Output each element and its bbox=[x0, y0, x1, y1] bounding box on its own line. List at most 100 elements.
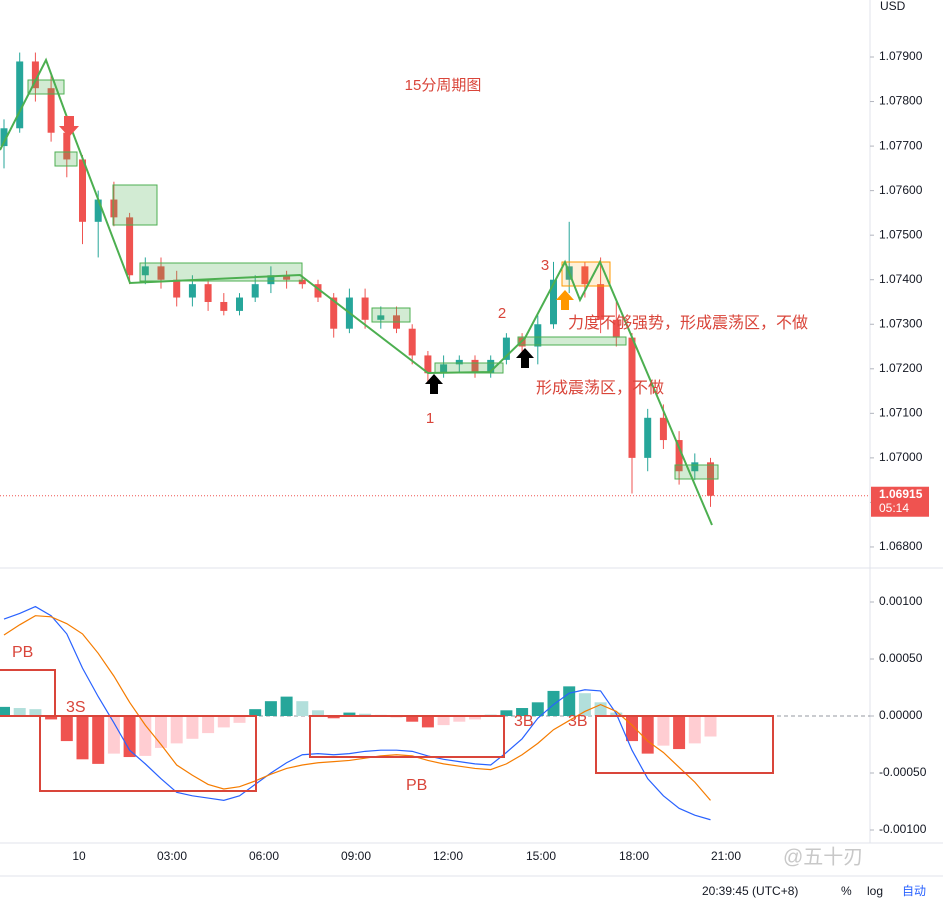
histogram-bar bbox=[469, 715, 481, 720]
y-tick-label: 1.07600 bbox=[879, 183, 923, 197]
candle-body bbox=[691, 462, 699, 472]
histogram-bar bbox=[327, 715, 340, 719]
histogram-bar bbox=[453, 715, 466, 722]
histogram-bar bbox=[359, 713, 372, 716]
candle-body bbox=[298, 279, 306, 285]
arrow-up bbox=[425, 374, 443, 394]
histogram-bar bbox=[343, 712, 356, 716]
histogram-bar bbox=[217, 715, 230, 728]
candle-body bbox=[424, 355, 432, 374]
candle-body bbox=[126, 217, 134, 276]
candle-body bbox=[157, 266, 165, 280]
clock: 20:39:45 (UTC+8) bbox=[702, 884, 798, 898]
candle-body bbox=[487, 359, 495, 374]
histogram-bar bbox=[641, 715, 654, 754]
y-tick-label: 1.07300 bbox=[879, 316, 923, 330]
arrow-up bbox=[556, 290, 574, 310]
candle-body bbox=[267, 275, 275, 285]
histogram-bar bbox=[673, 715, 686, 750]
candle-body bbox=[0, 128, 8, 147]
annotation: PB bbox=[12, 644, 33, 661]
candle-body bbox=[581, 266, 589, 285]
histogram-bar bbox=[421, 715, 434, 728]
histogram-bar bbox=[280, 696, 293, 716]
annotation: 1 bbox=[426, 410, 434, 427]
candle-body bbox=[251, 284, 259, 298]
histogram-bar bbox=[516, 708, 529, 716]
annotation: PB bbox=[406, 777, 427, 794]
zone bbox=[371, 307, 411, 323]
histogram-bar bbox=[437, 715, 450, 726]
annotation: 3B bbox=[514, 713, 534, 730]
box bbox=[39, 715, 257, 792]
dif-line bbox=[3, 605, 711, 821]
zones bbox=[27, 79, 719, 480]
histogram-bar bbox=[60, 715, 73, 742]
x-tick-label: 03:00 bbox=[157, 849, 187, 863]
candle-body bbox=[440, 364, 448, 374]
histogram-bar bbox=[657, 715, 670, 746]
histogram-bar bbox=[186, 715, 199, 739]
candle-body bbox=[31, 61, 39, 89]
y-tick-label: 1.07400 bbox=[879, 272, 923, 286]
histogram-bar bbox=[139, 715, 152, 756]
percent-button[interactable]: % bbox=[841, 884, 852, 898]
candle-body bbox=[502, 337, 510, 360]
histogram-bar bbox=[406, 715, 419, 722]
candle-body bbox=[79, 159, 86, 222]
arrow-down bbox=[59, 116, 79, 137]
box bbox=[309, 715, 505, 758]
zone bbox=[112, 184, 158, 226]
histogram-bar bbox=[296, 701, 309, 716]
annotation: 形成震荡区，不做 bbox=[536, 379, 664, 397]
histogram-bar bbox=[312, 710, 324, 716]
arrow-up bbox=[516, 348, 534, 368]
auto-button[interactable]: 自动 bbox=[902, 884, 926, 898]
annotation: 3B bbox=[568, 713, 588, 730]
candle-body bbox=[173, 279, 181, 298]
candle-body bbox=[377, 315, 385, 320]
candle-body bbox=[597, 284, 605, 320]
candle-body bbox=[220, 301, 228, 311]
candle-body bbox=[314, 284, 322, 298]
log-button[interactable]: log bbox=[867, 884, 883, 898]
histogram-bar bbox=[531, 702, 544, 716]
zone bbox=[517, 336, 627, 346]
histogram-bar bbox=[0, 706, 10, 716]
y-tick-label: 1.07900 bbox=[879, 49, 923, 63]
candle-body bbox=[47, 88, 55, 133]
y-tick-label: 1.06800 bbox=[879, 539, 923, 553]
histogram-bar bbox=[29, 709, 42, 716]
x-tick-label: 12:00 bbox=[433, 849, 463, 863]
candle-body bbox=[471, 359, 479, 374]
x-tick-label: 18:00 bbox=[619, 849, 649, 863]
stroke-line bbox=[0, 57, 713, 526]
y-tick-label: 1.07500 bbox=[879, 227, 923, 241]
histogram-bar bbox=[547, 690, 560, 716]
y-tick-label: 0.00050 bbox=[879, 651, 923, 665]
dea-line bbox=[3, 615, 711, 801]
annotation: 3S bbox=[66, 699, 86, 716]
candle-body bbox=[628, 337, 636, 458]
y-tick-label: 0.00000 bbox=[879, 708, 923, 722]
countdown-label: 05:14 bbox=[879, 501, 909, 515]
x-tick-label: 10 bbox=[72, 849, 86, 863]
currency[interactable]: USD bbox=[880, 0, 906, 13]
zone bbox=[674, 464, 719, 480]
candle-body bbox=[236, 297, 243, 311]
histogram-bar bbox=[500, 710, 513, 716]
histogram-bar bbox=[563, 686, 576, 716]
histogram-bar bbox=[704, 715, 717, 737]
histogram-bar bbox=[45, 715, 58, 720]
x-tick-label: 15:00 bbox=[526, 849, 556, 863]
histogram-bar bbox=[76, 715, 89, 760]
x-tick-label: 09:00 bbox=[341, 849, 371, 863]
x-tick-label: 21:00 bbox=[711, 849, 741, 863]
last-price-label: 1.06915 bbox=[879, 487, 923, 501]
candle-body bbox=[16, 61, 24, 129]
candle-body bbox=[455, 359, 463, 365]
candle-body bbox=[612, 319, 620, 338]
chart-title: 15分周期图 bbox=[405, 77, 482, 94]
